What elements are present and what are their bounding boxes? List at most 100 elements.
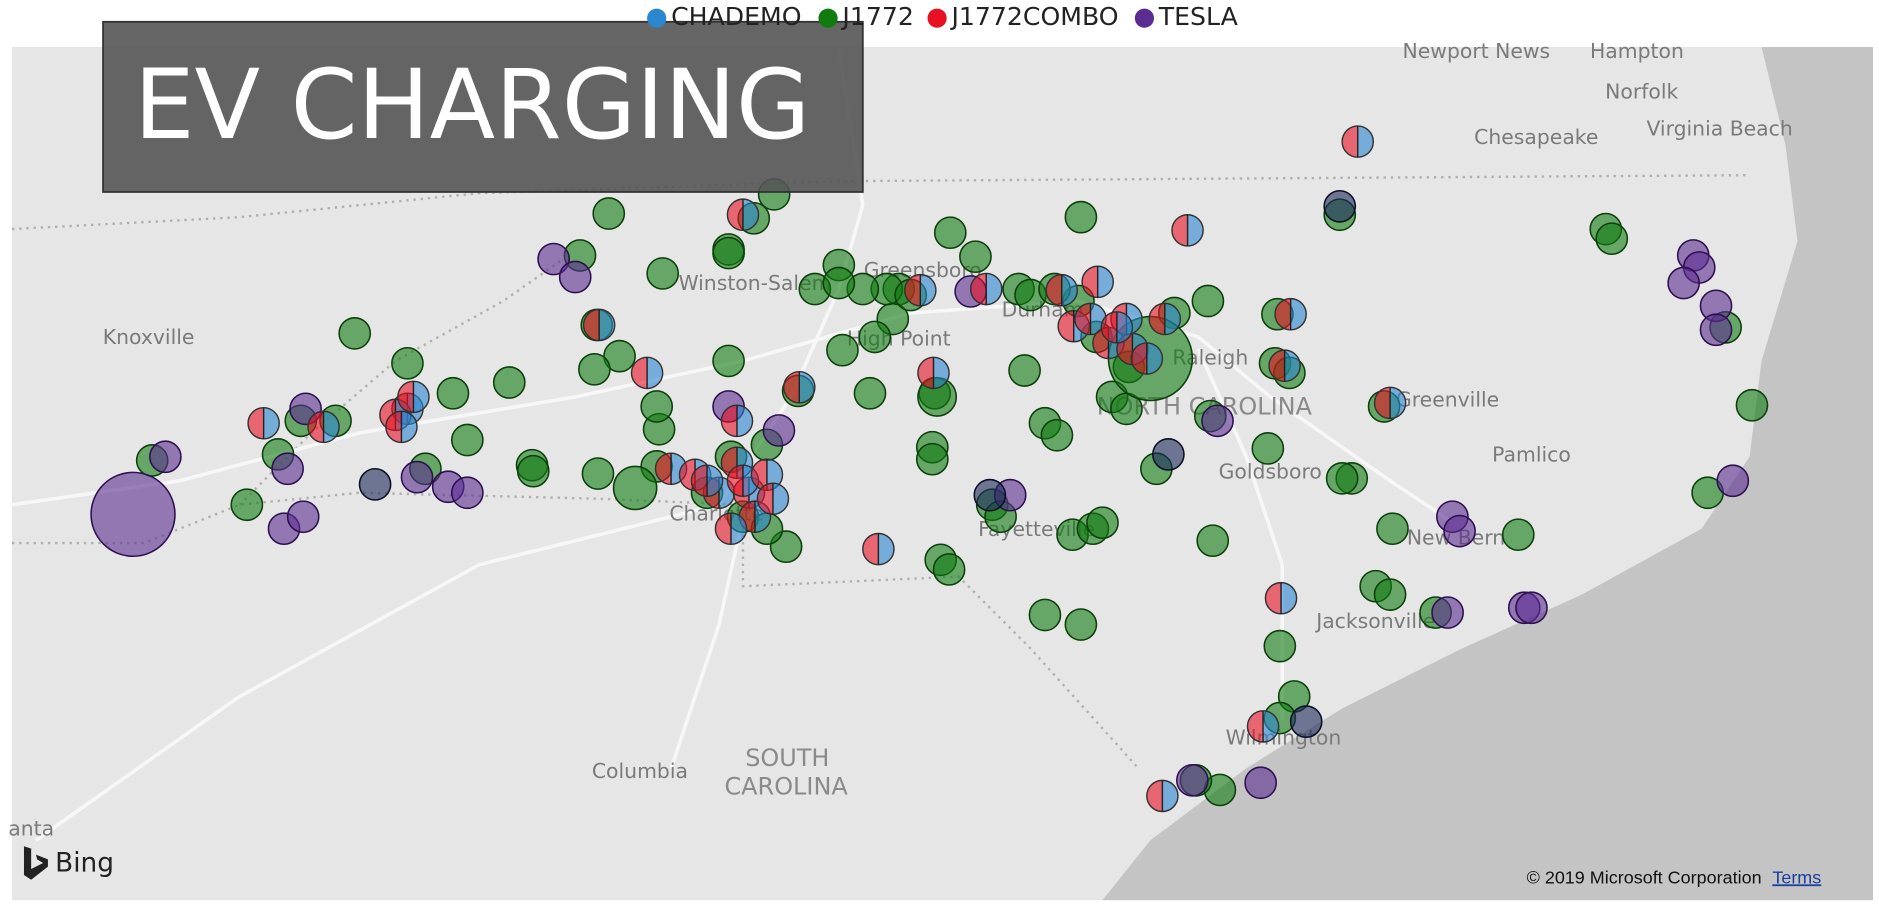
marker-half	[766, 459, 783, 491]
legend-swatch	[647, 8, 667, 28]
station-marker	[1264, 581, 1298, 615]
station-marker	[1045, 273, 1079, 307]
legend-item[interactable]: J1772	[818, 2, 914, 31]
station-marker	[1008, 354, 1041, 387]
marker-half	[583, 309, 600, 341]
title-background	[102, 20, 864, 193]
place-label: Chesapeake	[1474, 125, 1598, 149]
marker-half	[248, 407, 264, 439]
place-label: Pamlico	[1492, 443, 1571, 467]
station-marker	[933, 216, 967, 250]
station-marker	[1373, 386, 1407, 420]
marker-half	[721, 405, 737, 437]
marker-half	[1149, 303, 1165, 335]
marker-half	[986, 273, 1002, 305]
station-marker	[932, 553, 966, 586]
station-marker	[904, 273, 937, 307]
station-marker	[1251, 432, 1285, 465]
marker-half	[1146, 780, 1163, 812]
legend-label: CHADEMO	[671, 2, 801, 31]
marker-half	[1074, 303, 1091, 335]
terms-link[interactable]: Terms	[1772, 867, 1821, 887]
marker-half	[1101, 311, 1117, 343]
station-marker	[640, 390, 674, 423]
station-marker	[1376, 512, 1409, 546]
station-marker	[592, 197, 626, 230]
station-marker	[1274, 297, 1307, 331]
marker-half	[1265, 582, 1282, 614]
station-marker	[230, 488, 264, 522]
place-label: Columbia	[592, 759, 688, 783]
station-marker	[397, 380, 430, 414]
station-marker	[149, 440, 182, 474]
marker-half	[1263, 710, 1279, 742]
marker-half	[970, 273, 987, 305]
marker-half	[920, 274, 936, 306]
place-label: Hampton	[1590, 39, 1684, 63]
station-marker	[1130, 342, 1164, 375]
marker-half	[691, 465, 708, 497]
marker-half	[647, 357, 663, 389]
marker-half	[736, 405, 753, 437]
marker-half	[1281, 582, 1297, 614]
marker-half	[1290, 298, 1307, 330]
marker-half	[599, 309, 615, 341]
station-marker	[1152, 438, 1185, 471]
station-marker	[1735, 388, 1769, 422]
marker-half	[878, 533, 894, 565]
station-marker	[1064, 200, 1098, 234]
station-marker	[450, 476, 484, 510]
station-marker	[1201, 404, 1234, 438]
place-label: Knoxville	[103, 325, 195, 349]
station-marker	[1431, 596, 1464, 629]
marker-half	[1284, 350, 1301, 382]
station-marker	[973, 478, 1007, 512]
legend-item[interactable]: CHADEMO	[647, 2, 802, 31]
marker-half	[413, 381, 430, 413]
legend-swatch	[1134, 8, 1155, 28]
marker-half	[323, 411, 340, 443]
station-marker	[1595, 222, 1629, 256]
station-marker	[1100, 311, 1134, 344]
station-marker	[1373, 578, 1407, 611]
marker-half	[1097, 266, 1114, 298]
place-label: Greenville	[1396, 387, 1499, 411]
marker-half	[1275, 298, 1291, 330]
marker-half	[1116, 311, 1133, 343]
marker-half	[772, 483, 789, 515]
marker-half	[730, 513, 747, 545]
marker-half	[1171, 214, 1188, 246]
marker-layer	[90, 125, 1769, 813]
marker-half	[799, 371, 815, 403]
station-marker	[1175, 763, 1209, 797]
station-marker	[400, 460, 434, 494]
marker-half	[904, 274, 921, 306]
marker-half	[263, 407, 280, 439]
station-marker	[1028, 598, 1062, 632]
marker-half	[1357, 126, 1374, 158]
station-marker	[358, 467, 392, 501]
legend-swatch	[927, 8, 947, 28]
station-marker	[1667, 266, 1701, 300]
station-marker	[714, 512, 748, 545]
legend-item[interactable]: J1772COMBO	[927, 2, 1119, 31]
marker-half	[655, 453, 672, 485]
marker-half	[1082, 266, 1098, 298]
station-marker	[582, 308, 616, 342]
station-marker	[630, 356, 664, 390]
legend-item[interactable]: TESLA	[1134, 2, 1238, 31]
station-marker	[1086, 506, 1119, 540]
marker-half	[783, 371, 800, 403]
marker-half	[1046, 274, 1062, 306]
marker-half	[1146, 342, 1163, 375]
marker-half	[933, 357, 950, 389]
station-marker	[822, 266, 856, 300]
station-marker	[1081, 265, 1114, 299]
station-marker	[853, 376, 887, 410]
station-marker	[516, 454, 550, 488]
station-marker	[726, 198, 760, 232]
station-marker	[247, 406, 280, 440]
marker-half	[1374, 387, 1391, 419]
station-marker	[307, 410, 340, 444]
